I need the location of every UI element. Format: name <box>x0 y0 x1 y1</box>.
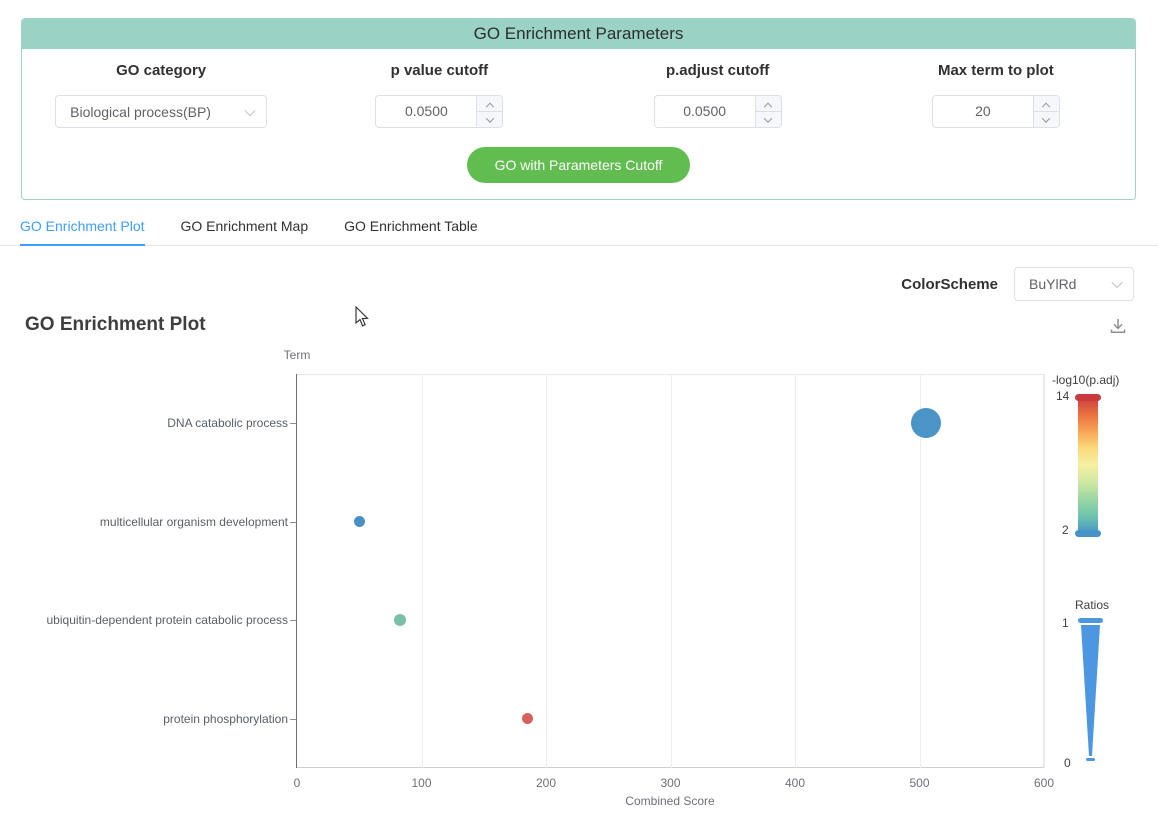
y-axis-tick <box>290 423 296 425</box>
go-with-parameters-cutoff-button[interactable]: GO with Parameters Cutoff <box>466 147 691 183</box>
plot-section-title: GO Enrichment Plot <box>25 314 206 335</box>
chevron-down-icon <box>485 113 495 123</box>
gridline <box>795 374 796 768</box>
y-axis-tick <box>290 521 296 523</box>
color-legend-max: 14 <box>1056 389 1070 403</box>
gridline <box>421 374 423 768</box>
go-enrichment-bubble-chart: Term Combined Score -log10(p.adj) 14 2 R… <box>0 344 1158 814</box>
gridline <box>1044 374 1045 768</box>
increment-button[interactable] <box>1033 96 1059 112</box>
go-category-value: Biological process(BP) <box>70 103 211 120</box>
decrement-button[interactable] <box>756 112 781 127</box>
p-adjust-cutoff-value: 0.0500 <box>683 103 727 119</box>
max-term-input[interactable]: 20 <box>931 95 1060 128</box>
x-axis-tick-label: 500 <box>909 776 930 790</box>
chevron-up-icon <box>485 102 495 111</box>
p-adjust-cutoff-label: p.adjust cutoff <box>665 62 770 79</box>
ratios-top-cap <box>1078 618 1103 623</box>
y-axis-line <box>296 374 297 768</box>
gridline <box>919 374 921 768</box>
gradient-bottom-handle[interactable] <box>1075 530 1101 537</box>
panel-title: GO Enrichment Parameters <box>22 19 1135 49</box>
colorscheme-value: BuYlRd <box>1029 276 1077 292</box>
y-axis-tick <box>290 718 296 720</box>
p-adjust-cutoff-input[interactable]: 0.0500 <box>653 95 782 128</box>
scatter-point[interactable] <box>910 408 941 439</box>
tab-go-enrichment-table[interactable]: GO Enrichment Table <box>344 218 478 234</box>
x-axis-title: Combined Score <box>625 794 715 808</box>
y-axis-title: Term <box>283 348 311 362</box>
p-adjust-spinner <box>754 96 781 127</box>
chevron-up-icon <box>763 102 773 111</box>
color-legend-min: 2 <box>1062 523 1069 537</box>
colorscheme-label: ColorScheme <box>901 275 998 293</box>
y-axis-category-label: protein phosphorylation <box>163 711 288 726</box>
ratios-bottom-cap <box>1086 758 1095 761</box>
download-icon <box>1110 319 1126 334</box>
x-axis-tick-label: 600 <box>1033 776 1055 790</box>
y-axis-category-label: multicellular organism development <box>99 514 288 529</box>
x-axis-tick-label: 0 <box>293 776 301 790</box>
increment-button[interactable] <box>477 96 503 112</box>
chevron-down-icon <box>1042 113 1051 123</box>
color-legend-title: -log10(p.adj) <box>1052 373 1120 387</box>
p-value-spinner <box>476 96 503 127</box>
size-legend-max: 1 <box>1062 616 1069 630</box>
scatter-point[interactable] <box>521 713 533 725</box>
go-enrichment-parameters-panel: GO Enrichment Parameters GO category Bio… <box>21 18 1136 200</box>
x-axis-tick-label: 300 <box>660 776 681 790</box>
x-axis-tick-label: 100 <box>411 776 432 790</box>
field-max-term-to-plot: Max term to plot 20 <box>857 62 1135 128</box>
y-axis-category-label: ubiquitin-dependent protein catabolic pr… <box>46 613 289 628</box>
go-category-select[interactable]: Biological process(BP) <box>55 95 268 128</box>
result-tabs: GO Enrichment Plot GO Enrichment Map GO … <box>0 207 1158 246</box>
chevron-up-icon <box>1042 102 1051 111</box>
gridline <box>546 374 547 768</box>
x-axis-tick-label: 200 <box>535 776 557 790</box>
max-term-label: Max term to plot <box>937 62 1054 79</box>
color-gradient-bar[interactable] <box>1078 397 1098 533</box>
gradient-top-handle[interactable] <box>1075 394 1101 401</box>
y-axis-tick <box>290 620 296 622</box>
chevron-down-icon <box>1111 276 1123 289</box>
x-axis-tick-label: 400 <box>784 776 806 790</box>
max-term-value: 20 <box>975 103 991 119</box>
ratios-funnel-shape <box>1081 625 1100 756</box>
mouse-cursor <box>353 305 369 333</box>
decrement-button[interactable] <box>477 112 502 127</box>
p-value-cutoff-value: 0.0500 <box>404 103 448 119</box>
colorscheme-select[interactable]: BuYlRd <box>1014 267 1134 301</box>
size-legend-title: Ratios <box>1075 598 1110 612</box>
tab-go-enrichment-map[interactable]: GO Enrichment Map <box>180 218 309 234</box>
field-p-adjust-cutoff: p.adjust cutoff 0.0500 <box>579 62 857 128</box>
decrement-button[interactable] <box>1034 112 1059 127</box>
scatter-point[interactable] <box>394 614 407 627</box>
increment-button[interactable] <box>755 96 781 112</box>
max-term-spinner <box>1032 96 1059 127</box>
p-value-cutoff-input[interactable]: 0.0500 <box>375 95 504 128</box>
y-axis-category-label: DNA catabolic process <box>167 416 288 431</box>
size-legend-min: 0 <box>1064 756 1071 770</box>
chevron-down-icon <box>763 113 773 123</box>
go-category-label: GO category <box>116 62 207 79</box>
scatter-point[interactable] <box>353 516 365 528</box>
field-p-value-cutoff: p value cutoff 0.0500 <box>300 62 578 128</box>
plot-toolbar: ColorScheme BuYlRd <box>0 267 1158 301</box>
field-go-category: GO category Biological process(BP) <box>22 62 300 128</box>
p-value-cutoff-label: p value cutoff <box>390 62 489 79</box>
download-plot-button[interactable] <box>1108 316 1128 336</box>
gridline <box>670 374 672 768</box>
tab-go-enrichment-plot[interactable]: GO Enrichment Plot <box>20 207 145 246</box>
chevron-down-icon <box>244 104 256 116</box>
